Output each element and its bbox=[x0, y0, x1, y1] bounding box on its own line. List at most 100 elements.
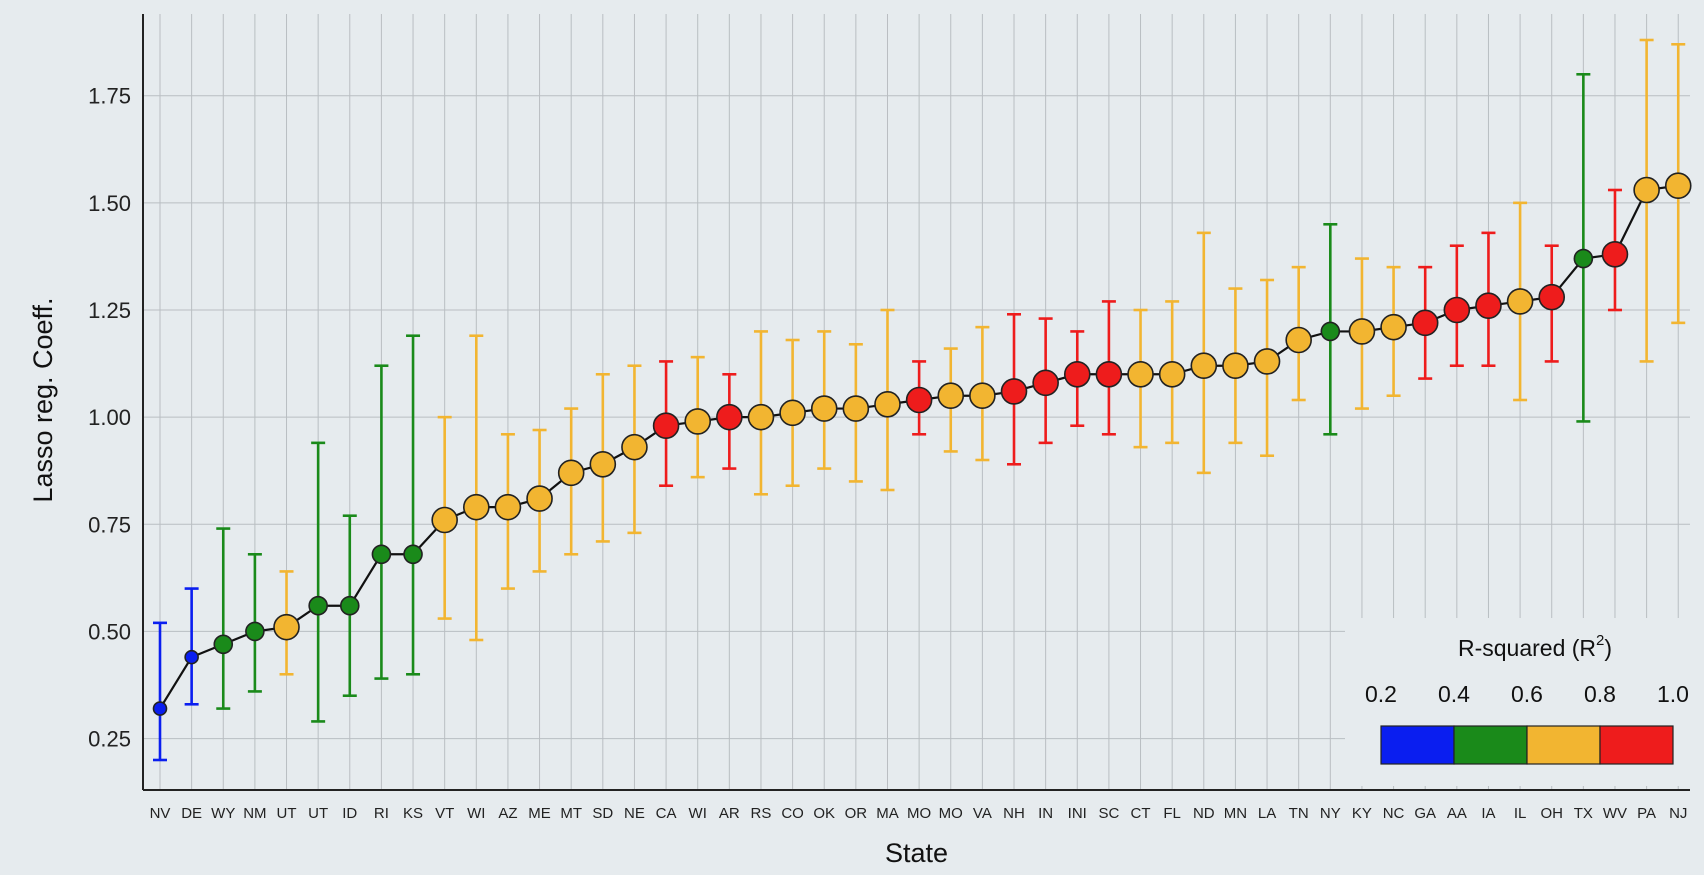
x-tick-label: MA bbox=[876, 805, 899, 822]
data-point bbox=[684, 408, 712, 435]
data-point bbox=[1253, 348, 1281, 375]
x-tick-label: IA bbox=[1481, 805, 1495, 822]
data-point bbox=[1411, 309, 1439, 337]
x-tick-label: WI bbox=[689, 805, 707, 822]
data-point bbox=[308, 595, 328, 616]
data-point bbox=[779, 399, 806, 427]
x-tick-label: CT bbox=[1131, 805, 1151, 822]
x-tick-label: VA bbox=[973, 805, 992, 822]
y-tick-label: 1.25 bbox=[88, 298, 131, 323]
x-tick-label: CA bbox=[656, 805, 677, 822]
data-point bbox=[1348, 318, 1376, 345]
x-tick-label: AZ bbox=[498, 805, 517, 822]
x-tick-label: IN bbox=[1038, 805, 1053, 822]
data-point bbox=[969, 382, 996, 410]
legend-title-superscript: 2 bbox=[1596, 632, 1604, 649]
x-tick-label: OK bbox=[813, 805, 835, 822]
data-point bbox=[1190, 352, 1218, 380]
y-tick-label: 1.75 bbox=[88, 84, 131, 109]
legend-color-swatch bbox=[1380, 725, 1455, 765]
legend: R-squared (R2) 0.2 0.4 0.6 0.8 1.0 bbox=[1345, 618, 1695, 786]
x-tick-label: CO bbox=[781, 805, 804, 822]
x-tick-label: WY bbox=[211, 805, 235, 822]
x-tick-label: IL bbox=[1514, 805, 1527, 822]
data-point bbox=[1095, 360, 1123, 388]
x-tick-label: RS bbox=[751, 805, 772, 822]
data-point bbox=[152, 701, 168, 716]
error-bar bbox=[469, 334, 484, 642]
x-tick-label: NH bbox=[1003, 805, 1025, 822]
y-axis-ticks: 0.25 0.50 0.75 1.00 1.25 1.50 1.75 bbox=[88, 84, 131, 752]
legend-color-swatch bbox=[1599, 725, 1674, 765]
x-tick-label: NM bbox=[243, 805, 266, 822]
data-point bbox=[1000, 378, 1028, 405]
data-point bbox=[1285, 326, 1312, 354]
legend-color-swatch bbox=[1526, 725, 1601, 765]
data-point bbox=[905, 386, 933, 414]
legend-colorbar bbox=[1380, 725, 1674, 765]
legend-tick-label: 0.6 bbox=[1511, 681, 1543, 707]
x-tick-label: PA bbox=[1637, 805, 1656, 822]
data-point bbox=[810, 395, 838, 422]
x-tick-label: TN bbox=[1289, 805, 1309, 822]
data-point bbox=[245, 621, 265, 642]
data-point bbox=[213, 634, 234, 655]
x-tick-label: RI bbox=[374, 805, 389, 822]
data-point bbox=[874, 390, 901, 418]
x-tick-label: TX bbox=[1574, 805, 1593, 822]
legend-ticks: 0.2 0.4 0.6 0.8 1.0 bbox=[1365, 681, 1689, 707]
data-point bbox=[589, 450, 617, 478]
x-tick-label: MT bbox=[560, 805, 582, 822]
x-tick-label: WV bbox=[1603, 805, 1627, 822]
data-point bbox=[652, 412, 680, 440]
error-bar bbox=[311, 441, 326, 723]
y-tick-label: 1.00 bbox=[88, 405, 131, 430]
error-bar bbox=[153, 621, 167, 762]
legend-tick-label: 0.8 bbox=[1584, 681, 1616, 707]
data-point bbox=[462, 493, 490, 521]
data-point bbox=[1506, 288, 1534, 315]
data-point bbox=[937, 382, 965, 410]
x-tick-label: MO bbox=[939, 805, 963, 822]
x-tick-label: INI bbox=[1068, 805, 1087, 822]
data-point bbox=[747, 403, 775, 431]
data-point bbox=[1127, 360, 1154, 388]
data-point bbox=[403, 544, 423, 565]
data-point bbox=[1475, 292, 1502, 320]
error-bar bbox=[216, 527, 231, 710]
data-point bbox=[557, 459, 585, 487]
y-tick-label: 1.50 bbox=[88, 191, 131, 216]
y-tick-label: 0.25 bbox=[88, 727, 131, 752]
error-bar bbox=[1576, 72, 1591, 423]
data-point bbox=[621, 433, 648, 461]
x-tick-label: ND bbox=[1193, 805, 1215, 822]
x-tick-label: SD bbox=[592, 805, 613, 822]
legend-tick-label: 0.2 bbox=[1365, 681, 1397, 707]
legend-title: R-squared (R2) bbox=[1458, 632, 1612, 661]
x-tick-label: UT bbox=[308, 805, 328, 822]
data-points bbox=[152, 172, 1692, 716]
data-point bbox=[1032, 369, 1059, 397]
data-point bbox=[1573, 248, 1594, 269]
data-point bbox=[1063, 360, 1091, 388]
x-tick-label: OH bbox=[1540, 805, 1563, 822]
data-point bbox=[1601, 240, 1629, 268]
x-tick-label: ID bbox=[342, 805, 357, 822]
data-point bbox=[1158, 360, 1186, 388]
x-tick-label: FL bbox=[1163, 805, 1181, 822]
data-point bbox=[1664, 172, 1692, 200]
legend-title-close: ) bbox=[1604, 635, 1612, 661]
data-point bbox=[842, 395, 870, 422]
data-point bbox=[526, 485, 553, 512]
data-point bbox=[273, 613, 300, 641]
data-point bbox=[339, 595, 360, 616]
legend-tick-label: 0.4 bbox=[1438, 681, 1470, 707]
data-point bbox=[716, 403, 743, 431]
data-point bbox=[1443, 296, 1471, 324]
x-tick-label: AR bbox=[719, 805, 740, 822]
x-tick-label: KS bbox=[403, 805, 423, 822]
data-point bbox=[184, 649, 199, 665]
x-tick-label: NJ bbox=[1669, 805, 1687, 822]
x-tick-label: NY bbox=[1320, 805, 1341, 822]
y-tick-label: 0.75 bbox=[88, 512, 131, 537]
